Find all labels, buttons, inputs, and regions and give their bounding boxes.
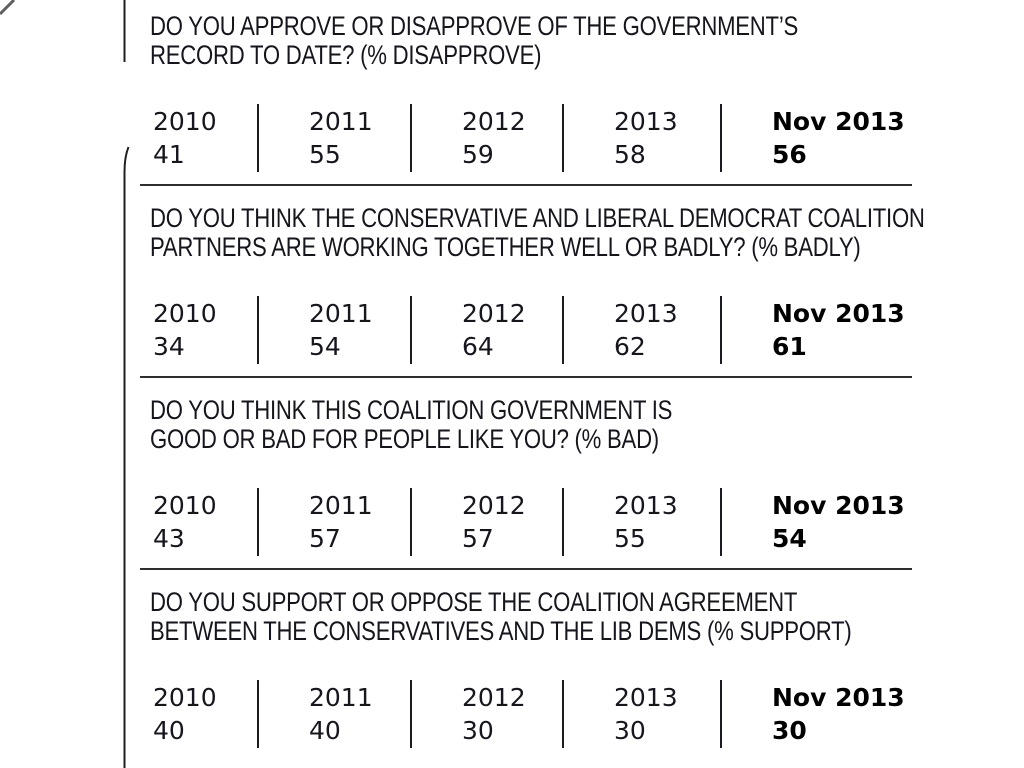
year-label: 2011 [309, 683, 373, 712]
year-label: 2010 [153, 107, 217, 136]
poll-section-support-agreement: DO YOU SUPPORT OR OPPOSE THE COALITION A… [150, 588, 916, 748]
value-label: 40 [309, 716, 341, 745]
question-line-2: GOOD OR BAD FOR PEOPLE LIKE YOU? (% BAD) [150, 424, 659, 454]
value-label: 34 [153, 332, 185, 361]
year-label: 2011 [309, 491, 373, 520]
year-label: 2010 [153, 299, 217, 328]
poll-section-approve-record: DO YOU APPROVE OR DISAPPROVE OF THE GOVE… [140, 12, 916, 186]
value-label: 30 [772, 716, 807, 745]
value-label: 56 [772, 140, 807, 169]
result-cell: 2012 64 [410, 296, 562, 364]
year-label: Nov 2013 [772, 491, 905, 520]
poll-question: DO YOU THINK THIS COALITION GOVERNMENT I… [150, 396, 921, 454]
result-cell: 2012 57 [410, 488, 562, 556]
value-label: 57 [462, 524, 494, 553]
result-cell: 2013 55 [562, 488, 720, 556]
result-cell: 2012 30 [410, 680, 562, 748]
year-label: 2012 [462, 107, 526, 136]
poll-results-row: 2010 43 2011 57 2012 57 2013 55 Nov 2013… [150, 488, 916, 556]
poll-results-row: 2010 40 2011 40 2012 30 2013 30 Nov 2013… [150, 680, 916, 748]
value-label: 62 [614, 332, 646, 361]
poll-section-good-or-bad: DO YOU THINK THIS COALITION GOVERNMENT I… [140, 396, 916, 570]
year-label: 2010 [153, 491, 217, 520]
question-line-2: RECORD TO DATE? (% DISAPPROVE) [150, 40, 542, 70]
question-line-1: DO YOU SUPPORT OR OPPOSE THE COALITION A… [150, 587, 798, 617]
value-label: 54 [772, 524, 807, 553]
section-divider [140, 376, 912, 378]
question-line-1: DO YOU APPROVE OR DISAPPROVE OF THE GOVE… [150, 11, 799, 41]
year-label: Nov 2013 [772, 683, 905, 712]
section-divider [140, 184, 912, 186]
value-label: 54 [309, 332, 341, 361]
year-label: 2010 [153, 683, 217, 712]
value-label: 59 [462, 140, 494, 169]
value-label: 41 [153, 140, 185, 169]
result-cell: 2013 58 [562, 104, 720, 172]
poll-section-partners-working: DO YOU THINK THE CONSERVATIVE AND LIBERA… [140, 204, 925, 378]
result-cell-latest: Nov 2013 61 [720, 296, 916, 364]
poll-panel: DO YOU APPROVE OR DISAPPROVE OF THE GOVE… [140, 0, 925, 748]
value-label: 58 [614, 140, 646, 169]
result-cell: 2010 34 [150, 296, 257, 364]
result-cell: 2012 59 [410, 104, 562, 172]
question-line-1: DO YOU THINK THE CONSERVATIVE AND LIBERA… [150, 203, 925, 233]
year-label: Nov 2013 [772, 299, 905, 328]
year-label: 2012 [462, 683, 526, 712]
year-label: 2012 [462, 299, 526, 328]
question-line-2: BETWEEN THE CONSERVATIVES AND THE LIB DE… [150, 616, 852, 646]
poll-question: DO YOU THINK THE CONSERVATIVE AND LIBERA… [150, 203, 925, 262]
result-cell: 2013 62 [562, 296, 720, 364]
value-label: 30 [614, 716, 646, 745]
value-label: 55 [614, 524, 646, 553]
corner-mark-icon [0, 0, 16, 16]
result-cell: 2010 41 [150, 104, 257, 172]
year-label: 2011 [309, 299, 373, 328]
value-label: 40 [153, 716, 185, 745]
result-cell: 2011 57 [257, 488, 410, 556]
result-cell: 2011 40 [257, 680, 410, 748]
value-label: 43 [153, 524, 185, 553]
year-label: 2012 [462, 491, 526, 520]
value-label: 64 [462, 332, 494, 361]
poll-question: DO YOU SUPPORT OR OPPOSE THE COALITION A… [150, 588, 921, 646]
result-cell: 2011 55 [257, 104, 410, 172]
year-label: 2013 [614, 683, 678, 712]
result-cell: 2010 40 [150, 680, 257, 748]
result-cell: 2011 54 [257, 296, 410, 364]
result-cell-latest: Nov 2013 30 [720, 680, 916, 748]
result-cell: 2010 43 [150, 488, 257, 556]
result-cell-latest: Nov 2013 54 [720, 488, 916, 556]
result-cell-latest: Nov 2013 56 [720, 104, 916, 172]
value-label: 57 [309, 524, 341, 553]
value-label: 61 [772, 332, 807, 361]
value-label: 30 [462, 716, 494, 745]
year-label: 2011 [309, 107, 373, 136]
question-line-2: PARTNERS ARE WORKING TOGETHER WELL OR BA… [150, 232, 861, 262]
left-rule-bottom-segment [123, 146, 130, 768]
year-label: 2013 [614, 491, 678, 520]
year-label: 2013 [614, 107, 678, 136]
result-cell: 2013 30 [562, 680, 720, 748]
poll-question: DO YOU APPROVE OR DISAPPROVE OF THE GOVE… [150, 12, 921, 70]
year-label: Nov 2013 [772, 107, 905, 136]
section-divider [140, 568, 912, 570]
value-label: 55 [309, 140, 341, 169]
poll-results-row: 2010 41 2011 55 2012 59 2013 58 Nov 2013… [150, 104, 916, 172]
question-line-1: DO YOU THINK THIS COALITION GOVERNMENT I… [150, 395, 673, 425]
poll-results-row: 2010 34 2011 54 2012 64 2013 62 Nov 2013… [150, 296, 916, 364]
year-label: 2013 [614, 299, 678, 328]
